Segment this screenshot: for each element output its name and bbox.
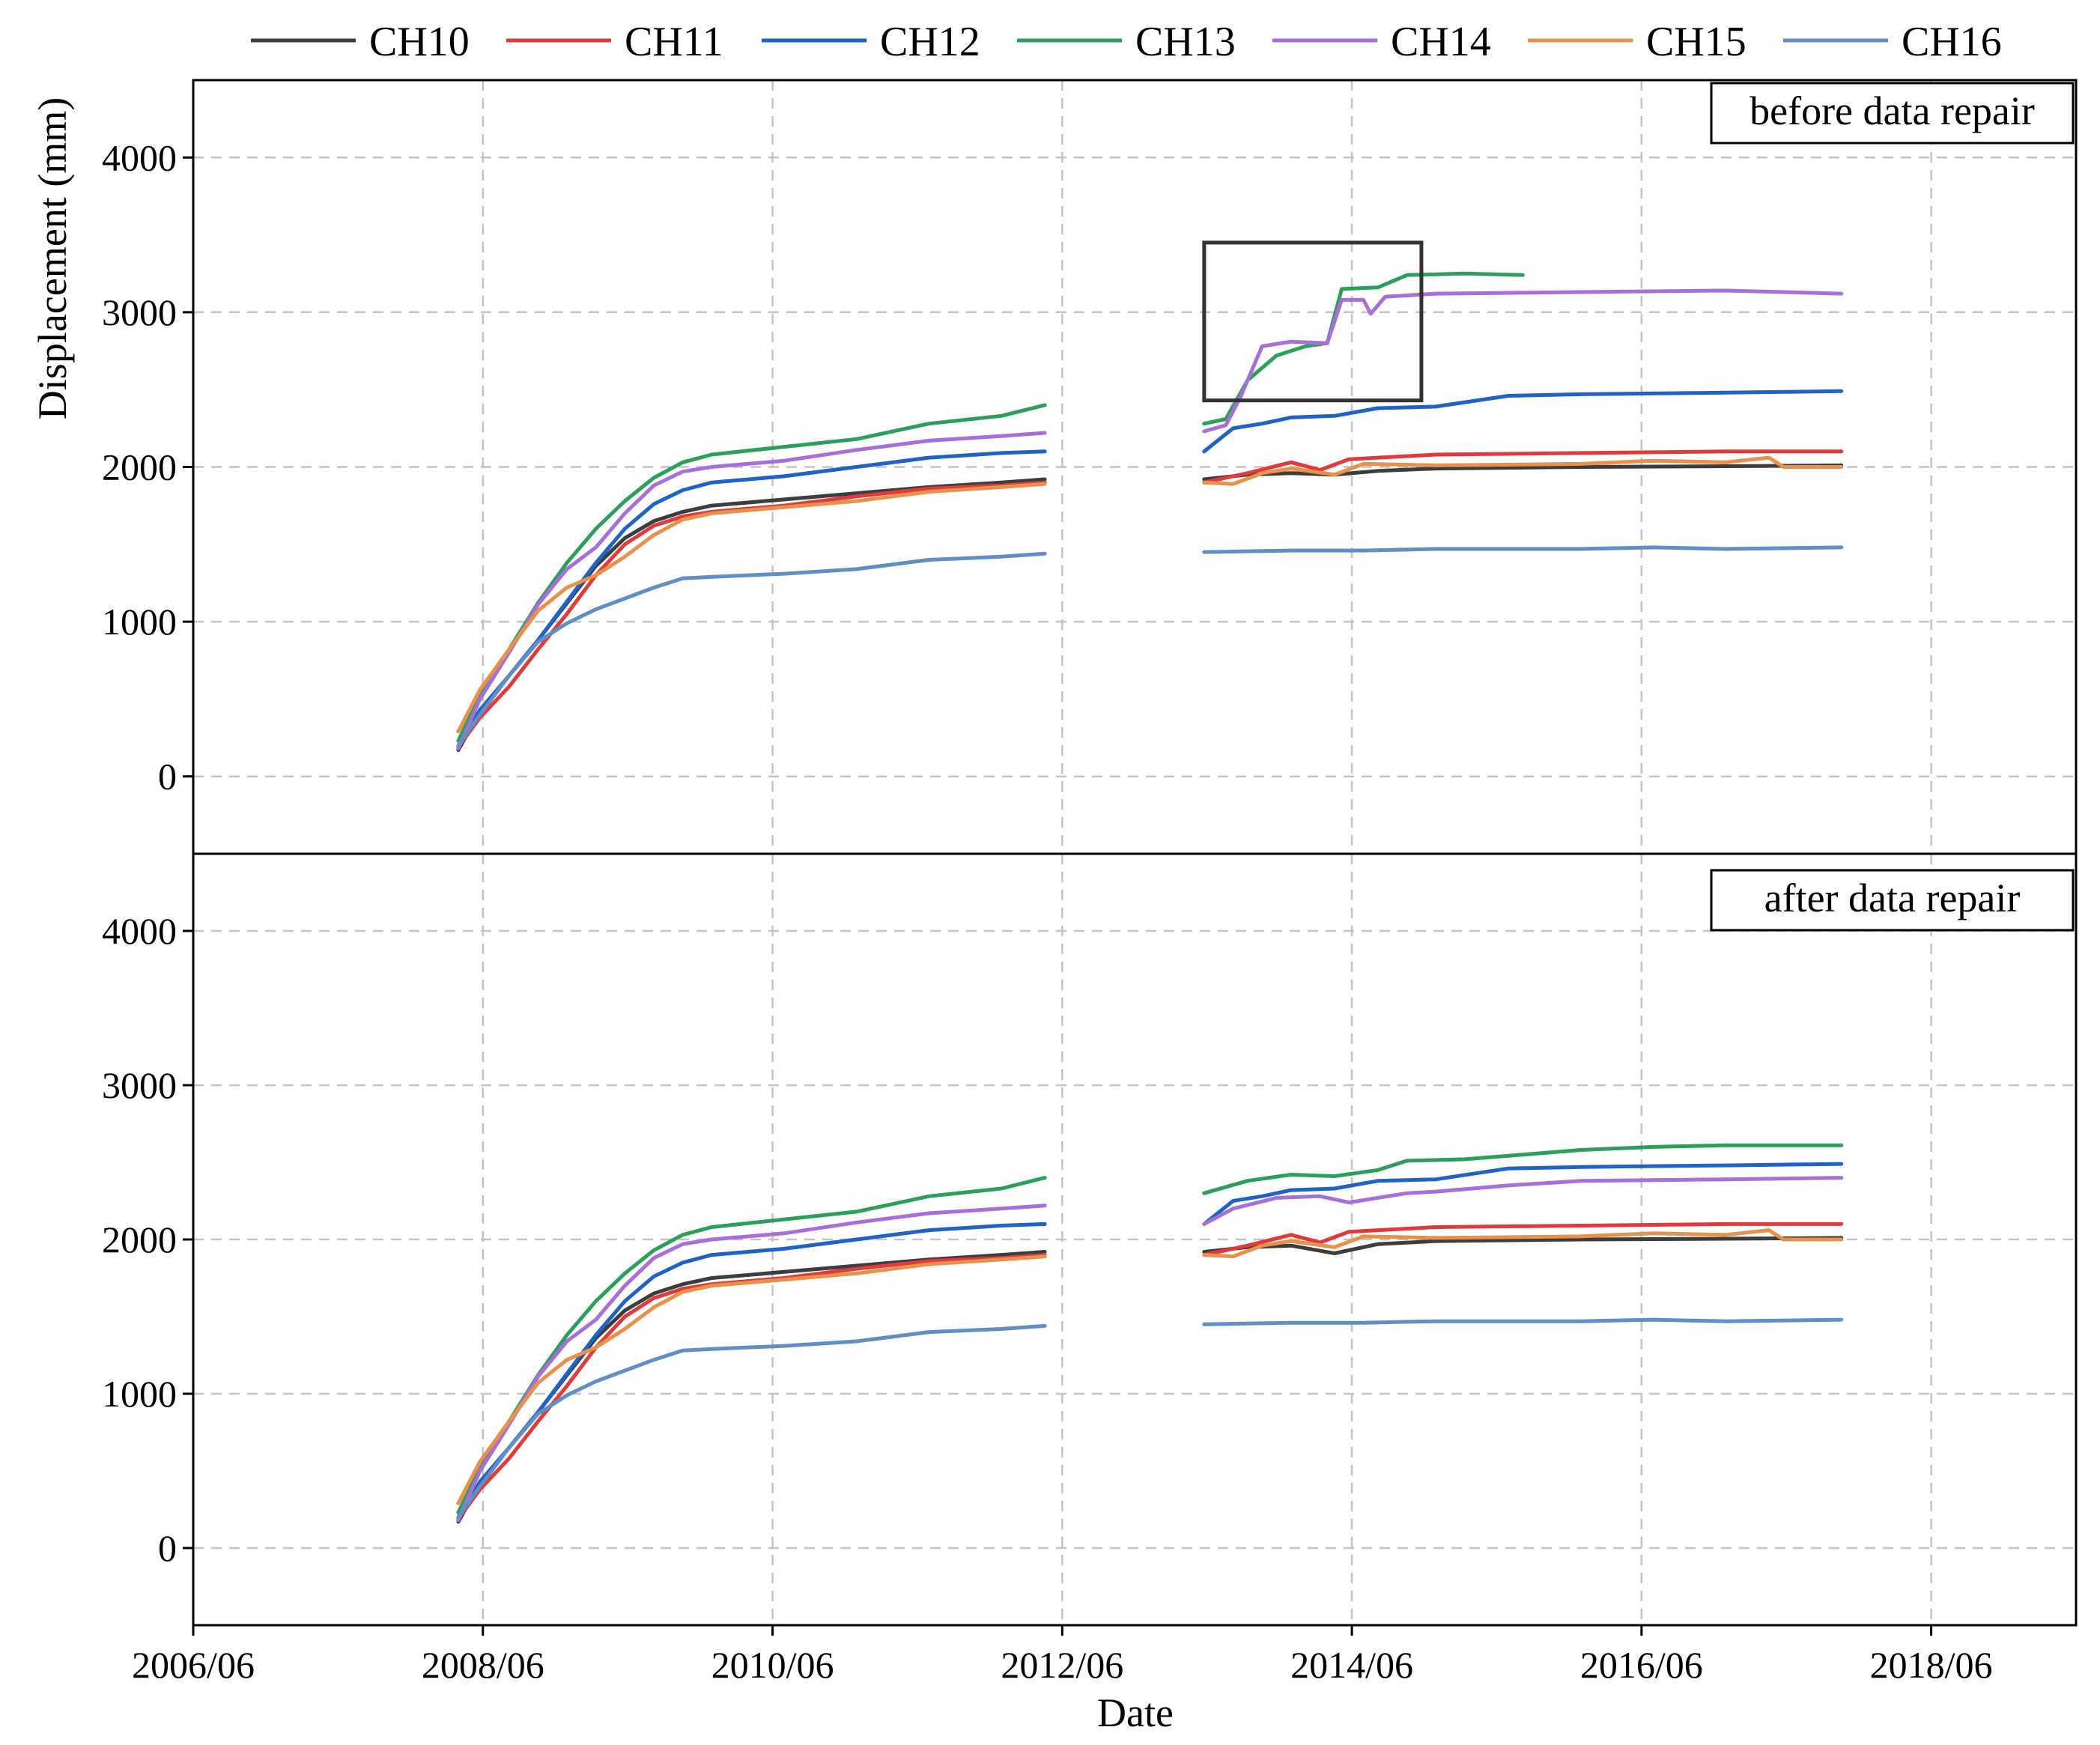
series-line-ch14: [1202, 1176, 1844, 1226]
legend-label-ch12: CH12: [880, 19, 980, 65]
x-tick-label: 2014/06: [1290, 1644, 1413, 1686]
x-tick-label: 2016/06: [1580, 1644, 1703, 1686]
series-line-ch11: [456, 480, 1047, 749]
y-tick-label: 0: [158, 756, 177, 798]
series-line-ch16: [1202, 545, 1844, 554]
y-tick-label: 4000: [102, 910, 177, 952]
y-tick-label: 1000: [102, 601, 177, 643]
y-tick-label: 3000: [102, 291, 177, 333]
series-line-ch15: [1202, 455, 1844, 486]
y-tick-label: 3000: [102, 1064, 177, 1106]
series-line-ch12: [1202, 389, 1844, 454]
series-line-ch11: [456, 1253, 1047, 1521]
series-line-ch12: [1202, 1162, 1844, 1226]
y-tick-label: 2000: [102, 446, 177, 488]
x-tick-label: 2006/06: [132, 1644, 255, 1686]
y-tick-label: 1000: [102, 1373, 177, 1415]
plot-panels: 0 1000 2000 3000 4000 before data repair 0 1000…: [102, 79, 2078, 1627]
y-tick-label: 0: [158, 1527, 177, 1569]
x-axis: 2006/06 2008/06 2010/06 2012/06 2014/06 2016/…: [132, 1625, 1993, 1686]
panel-title-box: [1710, 82, 2075, 145]
series-line-ch14: [1202, 288, 1844, 434]
series-line-ch11: [1202, 449, 1844, 485]
y-tick-label: 4000: [102, 136, 177, 178]
x-tick-label: 2012/06: [1001, 1644, 1123, 1686]
series-line-ch13: [1202, 1143, 1844, 1195]
legend-label-ch11: CH11: [625, 19, 723, 65]
legend-label-ch13: CH13: [1135, 19, 1236, 65]
y-tick-label: 2000: [102, 1219, 177, 1260]
panel-after: 0 1000 2000 3000 4000 after data repair: [102, 852, 2078, 1627]
x-tick-label: 2008/06: [422, 1644, 544, 1686]
panel-title: after data repair: [1764, 875, 2021, 920]
legend-label-ch16: CH16: [1902, 19, 2002, 65]
highlight-box: [1202, 240, 1424, 403]
legend: CH10 CH11 CH12 CH13 CH14 CH15 CH16: [251, 19, 2002, 65]
x-tick-label: 2018/06: [1870, 1644, 1993, 1686]
series-line-ch11: [1202, 1222, 1844, 1257]
series-line-ch15: [456, 1254, 1047, 1505]
series-line-ch16: [1202, 1317, 1844, 1326]
panel-before: 0 1000 2000 3000 4000 before data repair: [102, 79, 2078, 855]
legend-label-ch10: CH10: [369, 19, 470, 65]
x-axis-title: Date: [1097, 1690, 1174, 1735]
series-line-ch15: [1202, 1228, 1844, 1259]
panel-title: before data repair: [1750, 88, 2035, 133]
series-line-ch15: [456, 482, 1047, 734]
legend-label-ch15: CH15: [1646, 19, 1747, 65]
y-axis-title: Displacement (mm): [30, 97, 75, 419]
panel-title-box: [1710, 869, 2075, 932]
series-line-ch16: [456, 551, 1047, 747]
series-line-ch16: [456, 1323, 1047, 1520]
x-tick-label: 2010/06: [711, 1644, 834, 1686]
legend-label-ch14: CH14: [1391, 19, 1491, 65]
